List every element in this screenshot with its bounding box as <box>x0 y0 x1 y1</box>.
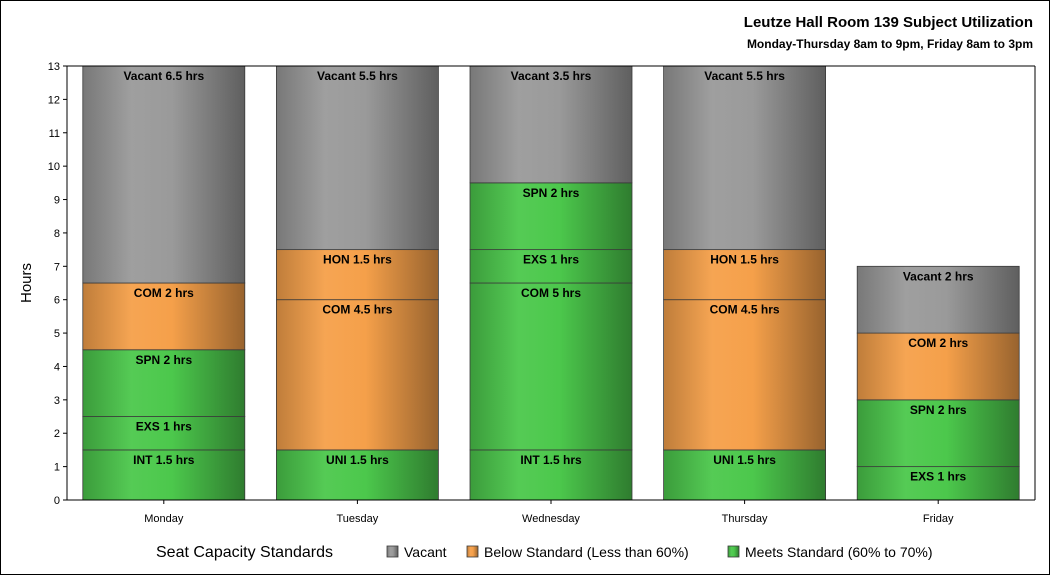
bar-segment <box>469 249 633 284</box>
data-label: COM 2 hrs <box>908 336 968 350</box>
bar-segment <box>856 399 1020 468</box>
data-label: INT 1.5 hrs <box>133 453 195 467</box>
bar-segment <box>663 449 826 501</box>
y-tick-label: 0 <box>54 495 60 507</box>
bar-segment <box>469 282 633 451</box>
bar-tuesday: UNI 1.5 hrs COM 4.5 hrs HON 1.5 hrs Vacant … <box>275 65 439 501</box>
bar-segment <box>82 349 246 417</box>
data-label: HON 1.5 hrs <box>323 253 392 267</box>
x-tick-label: Tuesday <box>337 513 379 525</box>
x-tick-label: Wednesday <box>522 513 580 525</box>
bar-segment <box>856 332 1020 401</box>
data-label: Vacant 5.5 hrs <box>317 69 398 83</box>
bar-segment <box>663 299 826 451</box>
data-label: SPN 2 hrs <box>910 403 967 417</box>
data-label: EXS 1 hrs <box>523 253 579 267</box>
legend-swatch-below-standard-less-than-60 <box>466 545 479 558</box>
y-tick-label: 1 <box>54 462 60 474</box>
bar-thursday: UNI 1.5 hrs COM 4.5 hrs HON 1.5 hrs Vacant … <box>663 65 826 501</box>
legend-title: Seat Capacity Standards <box>156 544 333 561</box>
chart-subtitle: Monday-Thursday 8am to 9pm, Friday 8am t… <box>746 37 1033 51</box>
bar-segment <box>469 65 633 184</box>
x-tick-label: Friday <box>923 513 954 525</box>
data-label: COM 4.5 hrs <box>322 303 392 317</box>
legend-label-below-standard-less-than-60: Below Standard (Less than 60%) <box>484 544 689 560</box>
y-tick-label: 6 <box>54 295 60 307</box>
data-label: UNI 1.5 hrs <box>326 453 389 467</box>
y-tick-label: 9 <box>54 195 60 207</box>
data-label: HON 1.5 hrs <box>710 253 779 267</box>
y-tick-label: 4 <box>54 361 60 373</box>
data-label: EXS 1 hrs <box>136 420 192 434</box>
y-tick-label: 13 <box>48 61 60 73</box>
legend-label-meets-standard-60-to-70: Meets Standard (60% to 70%) <box>745 544 933 560</box>
bars-layer: INT 1.5 hrs EXS 1 hrs SPN 2 hrs COM 2 hrs Va… <box>82 65 1020 501</box>
y-axis-label: Hours <box>18 263 35 303</box>
bar-segment <box>275 299 439 451</box>
legend: Seat Capacity Standards Vacant Below Stand… <box>156 544 933 561</box>
bar-segment <box>469 182 633 251</box>
bar-segment <box>82 449 246 501</box>
data-label: UNI 1.5 hrs <box>713 453 776 467</box>
data-label: Vacant 3.5 hrs <box>511 69 592 83</box>
y-tick-label: 12 <box>48 94 60 106</box>
data-label: SPN 2 hrs <box>523 186 580 200</box>
data-label: SPN 2 hrs <box>135 353 192 367</box>
bar-segment <box>275 65 439 251</box>
data-label: Vacant 2 hrs <box>903 269 974 283</box>
bar-segment <box>82 282 246 351</box>
data-label: Vacant 6.5 hrs <box>123 69 204 83</box>
chart-title: Leutze Hall Room 139 Subject Utilization <box>743 14 1033 31</box>
bar-segment <box>663 65 826 251</box>
y-tick-label: 10 <box>48 161 60 173</box>
bar-wednesday: INT 1.5 hrs COM 5 hrs EXS 1 hrs SPN 2 hrs Va… <box>469 65 633 501</box>
bar-segment <box>856 265 1020 334</box>
data-label: COM 2 hrs <box>134 286 194 300</box>
legend-swatch-vacant <box>386 545 399 558</box>
y-tick-label: 3 <box>54 395 60 407</box>
data-label: Vacant 5.5 hrs <box>704 69 785 83</box>
bar-segment <box>82 416 246 451</box>
bar-monday: INT 1.5 hrs EXS 1 hrs SPN 2 hrs COM 2 hrs Va… <box>82 65 246 501</box>
y-tick-label: 5 <box>54 328 60 340</box>
y-tick-label: 11 <box>49 128 60 140</box>
x-tick-label: Monday <box>144 513 184 525</box>
data-label: COM 4.5 hrs <box>710 303 780 317</box>
bar-segment <box>856 466 1020 501</box>
legend-swatch-meets-standard-60-to-70 <box>727 545 740 558</box>
y-tick-label: 7 <box>54 261 60 273</box>
bar-friday: EXS 1 hrs SPN 2 hrs COM 2 hrs Vacant 2 hrs <box>856 265 1020 501</box>
x-tick-label: Thursday <box>722 513 768 525</box>
bar-segment <box>82 65 246 284</box>
data-label: COM 5 hrs <box>521 286 581 300</box>
y-tick-label: 8 <box>54 228 60 240</box>
data-label: EXS 1 hrs <box>910 470 966 484</box>
y-tick-label: 2 <box>54 428 60 440</box>
data-label: INT 1.5 hrs <box>520 453 582 467</box>
legend-label-vacant: Vacant <box>404 544 447 560</box>
